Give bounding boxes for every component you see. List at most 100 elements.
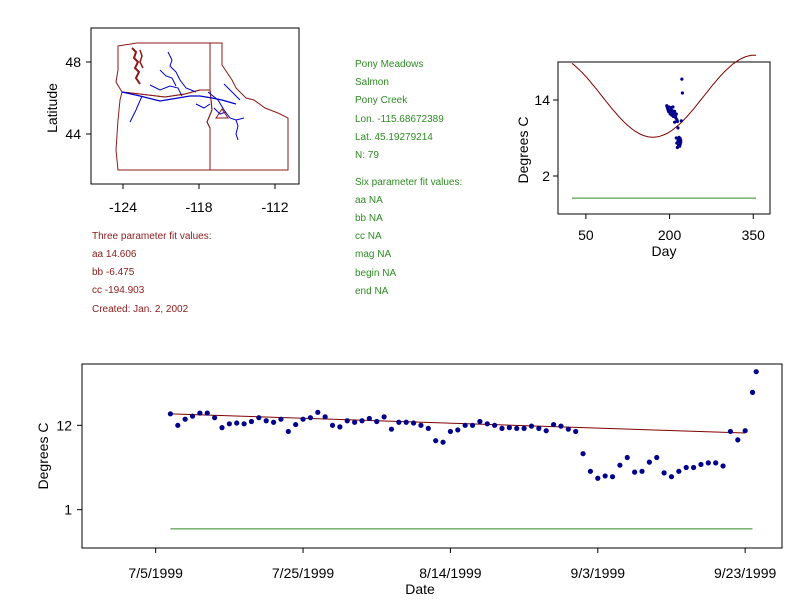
daily-data-point	[418, 422, 424, 428]
daily-data-point	[352, 419, 358, 425]
created-date: Created: Jan. 2, 2002	[92, 304, 189, 315]
daily-data-point	[285, 428, 291, 435]
annual-data-point	[675, 119, 679, 124]
site-basin: Salmon	[355, 77, 389, 88]
daily-data-point	[683, 464, 689, 471]
daily-data-point	[514, 425, 520, 431]
daily-data-point	[322, 414, 328, 420]
site-stream: Pony Creek	[355, 95, 408, 106]
daily-data-point	[263, 418, 269, 424]
daily-data-point	[698, 461, 704, 468]
daily-data-point	[484, 421, 490, 427]
map-ytick-label: 44	[65, 126, 81, 142]
daily-data-point	[226, 421, 232, 427]
daily-data-point	[587, 468, 594, 474]
daily-ytick-label: 1	[64, 502, 72, 518]
daily-data-point	[182, 416, 188, 422]
daily-data-point	[705, 460, 711, 466]
annual-data-point	[679, 140, 683, 145]
site-name: Pony Meadows	[355, 59, 424, 70]
map-xtick-label: -112	[262, 199, 289, 215]
annual-data-point	[673, 109, 677, 113]
daily-data-point	[307, 415, 314, 421]
daily-data-point	[234, 420, 240, 426]
three-param-bb: bb -6.475	[92, 267, 135, 278]
daily-data-point	[595, 475, 601, 481]
daily-data-point	[374, 418, 380, 425]
map-ytick-label: 48	[65, 54, 81, 70]
daily-data-point	[189, 413, 196, 419]
daily-data-point	[293, 421, 299, 428]
daily-data-point	[558, 423, 564, 429]
map-frame	[90, 27, 300, 185]
daily-data-point	[609, 474, 616, 480]
three-param-title: Three parameter fit values:	[92, 231, 212, 242]
map-outline	[115, 42, 289, 171]
annual-data-point	[679, 119, 683, 123]
annual-data-point	[674, 113, 678, 117]
daily-data-point	[359, 418, 365, 424]
daily-data-point	[742, 428, 748, 434]
annual-data-point	[680, 77, 684, 81]
daily-data-point	[749, 389, 756, 395]
daily-data-point	[654, 454, 660, 461]
daily-data-point	[506, 425, 512, 431]
six-param-aa: aa NA	[355, 195, 383, 206]
map-xtick-label: -124	[109, 199, 137, 215]
daily-data-point	[469, 422, 476, 428]
daily-data-point	[433, 438, 439, 444]
daily-data-point	[661, 470, 667, 476]
six-param-title: Six parameter fit values:	[355, 177, 463, 188]
site-n: N: 79	[355, 150, 379, 161]
annual-data-point	[676, 126, 680, 130]
daily-data-point	[455, 427, 461, 433]
daily-xlabel: Date	[405, 581, 435, 597]
daily-data-point	[175, 422, 181, 428]
annual-chart: 50 200 350 2 14 Day Degrees C	[515, 54, 771, 259]
daily-data-point	[256, 415, 262, 421]
daily-data-point	[580, 451, 586, 457]
daily-data-point	[720, 463, 726, 469]
annual-ytick-label: 14	[534, 92, 550, 108]
daily-data-point	[344, 418, 350, 424]
annual-plot-frame	[557, 61, 771, 215]
daily-xtick-label: 9/23/1999	[714, 565, 776, 581]
daily-data-point	[735, 437, 741, 443]
daily-data-point	[212, 415, 218, 421]
daily-data-point	[565, 426, 571, 432]
daily-data-point	[315, 409, 321, 415]
daily-data-point	[300, 416, 306, 422]
annual-xtick-label: 50	[578, 227, 594, 243]
daily-chart: 7/5/1999 7/25/1999 8/14/1999 9/3/1999 9/23/1…	[35, 363, 783, 597]
daily-data-point	[410, 420, 417, 426]
daily-xtick-label: 7/5/1999	[128, 565, 183, 581]
daily-data-point	[727, 428, 734, 435]
annual-xlabel: Day	[652, 243, 677, 259]
daily-data-point	[440, 439, 446, 445]
daily-data-point	[425, 425, 431, 431]
map-xtick-label: -118	[186, 199, 213, 215]
annual-xtick-label: 200	[658, 227, 682, 243]
daily-fit-line	[170, 413, 746, 434]
annual-data-point	[678, 137, 682, 141]
daily-xtick-label: 7/25/1999	[272, 565, 334, 581]
annual-data-point	[673, 120, 677, 124]
annual-fit-curve	[571, 54, 757, 138]
six-param-begin: begin NA	[355, 268, 397, 279]
daily-data-point	[646, 459, 652, 465]
site-lon: Lon. -115.68672389	[355, 114, 444, 125]
site-lat: Lat. 45.19279214	[355, 132, 433, 143]
daily-data-point	[197, 410, 203, 416]
daily-data-point	[219, 425, 225, 431]
daily-data-point	[573, 428, 579, 435]
daily-data-point	[528, 423, 535, 429]
daily-data-point	[381, 414, 387, 420]
daily-data-point	[388, 426, 395, 432]
six-param-end: end NA	[355, 286, 389, 297]
daily-data-point	[270, 419, 277, 425]
daily-data-point	[278, 416, 284, 422]
daily-data-point	[477, 418, 483, 425]
three-param-aa: aa 14.606	[92, 249, 137, 260]
daily-data-point	[602, 473, 608, 479]
